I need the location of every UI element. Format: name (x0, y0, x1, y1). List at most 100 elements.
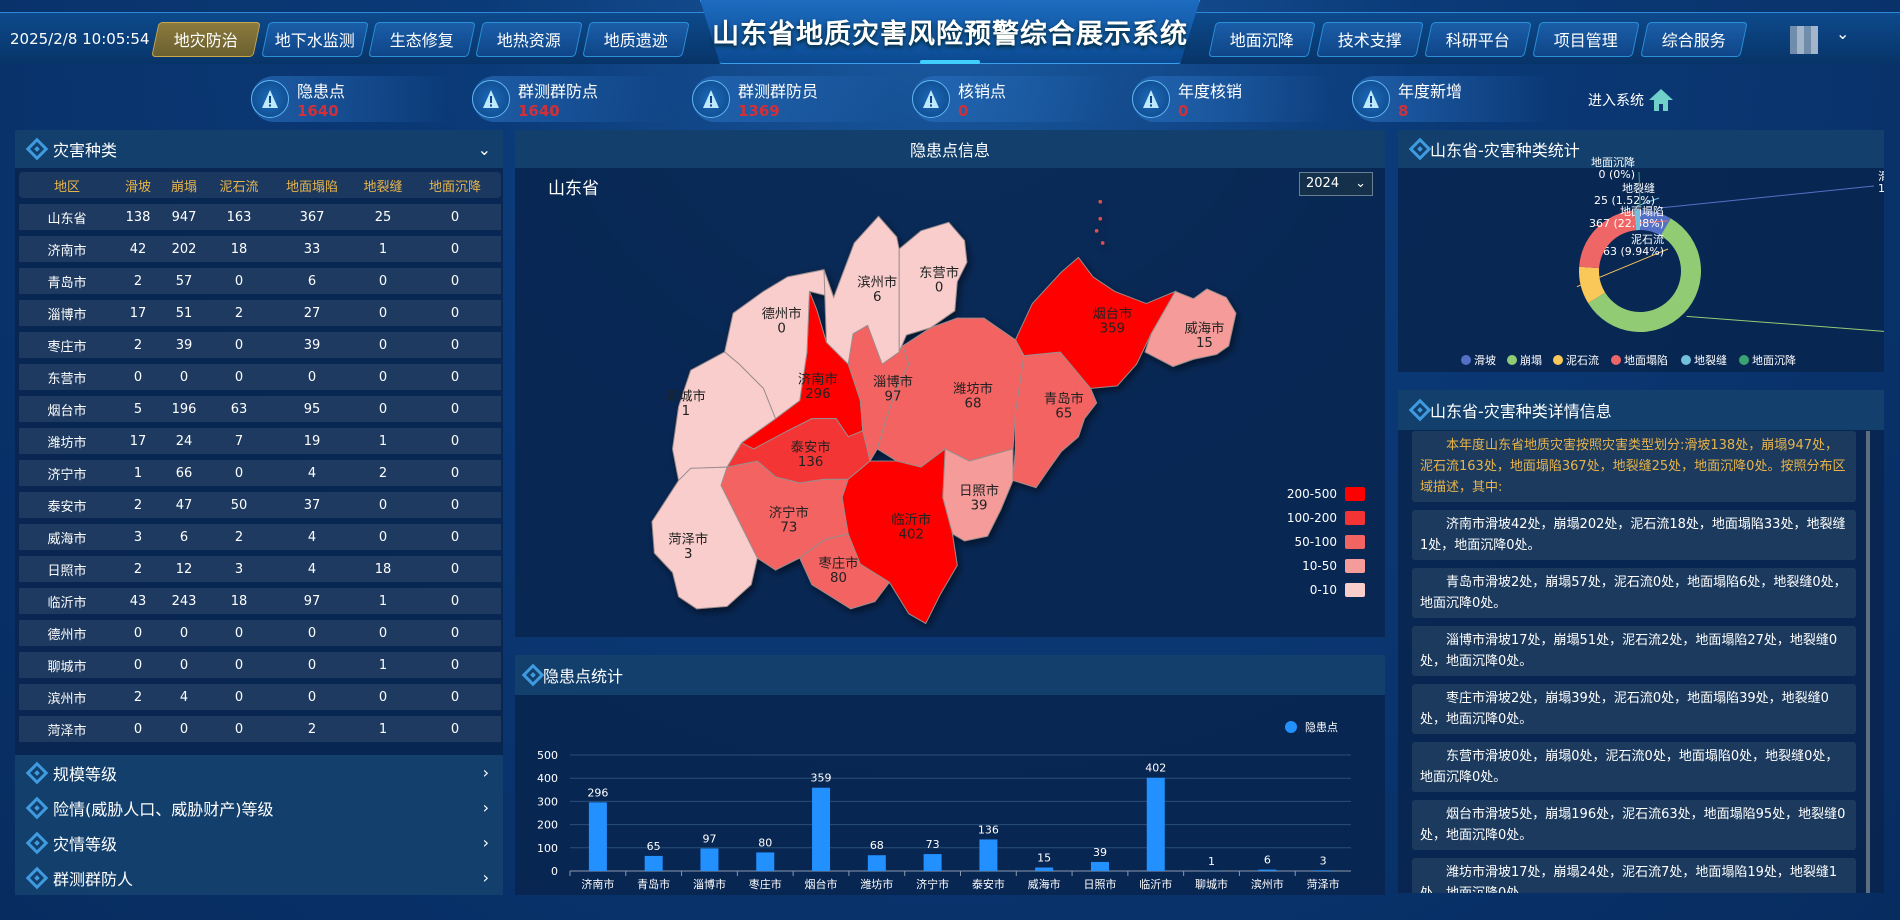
table-row[interactable]: 青岛市 2 57 0 6 0 0 (19, 268, 501, 294)
table-row[interactable]: 潍坊市 17 24 7 19 1 0 (19, 428, 501, 454)
tab-geothermal[interactable]: 地热资源 (475, 22, 583, 57)
bar[interactable] (644, 855, 663, 871)
tab-research[interactable]: 科研平台 (1424, 22, 1532, 57)
scrollbar[interactable] (1866, 431, 1870, 893)
tab-disaster-prevention[interactable]: 地灾防治 (151, 22, 261, 57)
accordion-item[interactable]: 规模等级 › (15, 755, 503, 790)
table-row[interactable]: 聊城市 0 0 0 0 1 0 (19, 652, 501, 678)
user-avatar[interactable] (1790, 26, 1818, 54)
x-tick-label: 枣庄市 (749, 877, 782, 891)
pie-slice[interactable] (1579, 266, 1606, 304)
panel-title: 隐患点信息 (909, 141, 990, 160)
bar[interactable] (979, 839, 998, 871)
legend-marker[interactable] (1611, 355, 1621, 365)
table-row[interactable]: 日照市 2 12 3 4 18 0 (19, 556, 501, 582)
bar[interactable] (1314, 870, 1333, 871)
legend-marker[interactable] (1461, 355, 1471, 365)
table-row[interactable]: 东营市 0 0 0 0 0 0 (19, 364, 501, 390)
pie-chart: 滑坡138 (8.42%)崩塌947 (57.74%)泥石流163 (9.94%… (1461, 155, 1884, 367)
legend-item[interactable]: 10-50 (1287, 554, 1365, 578)
map-region[interactable] (651, 466, 758, 610)
accordion-item[interactable]: 群测群防人 › (15, 860, 503, 895)
year-select[interactable]: 2024 ⌄ (1299, 172, 1373, 196)
legend-label: 地面塌陷 (1624, 353, 1668, 367)
stat-label: 年度新增 (1398, 82, 1463, 101)
bar[interactable] (923, 854, 942, 871)
table-cell: 0 (179, 369, 189, 385)
pie-slice[interactable] (1588, 218, 1701, 332)
table-row[interactable]: 泰安市 2 47 50 37 0 0 (19, 492, 501, 518)
panel-header: 山东省-灾害种类详情信息 (1398, 390, 1884, 430)
enter-system-label: 进入系统 (1588, 93, 1644, 109)
legend-item[interactable]: 0-10 (1287, 578, 1365, 602)
table-cell: 0 (234, 625, 244, 641)
legend-marker[interactable] (1739, 355, 1749, 365)
table-row[interactable]: 烟台市 5 196 63 95 0 0 (19, 396, 501, 422)
tab-subsidence[interactable]: 地面沉降 (1208, 22, 1316, 57)
table-cell: 威海市 (47, 531, 87, 547)
detail-list[interactable]: 本年度山东省地质灾害按照灾害类型划分:滑坡138处，崩塌947处，泥石流163处… (1398, 431, 1868, 893)
bar[interactable] (1035, 867, 1054, 871)
chevron-down-icon[interactable]: ⌄ (477, 139, 491, 159)
pie-slice[interactable] (1640, 210, 1671, 236)
table-row[interactable]: 山东省 138 947 163 367 25 0 (19, 204, 501, 230)
accordion-item[interactable]: 灾情等级 › (15, 825, 503, 860)
table-row[interactable]: 菏泽市 0 0 0 2 1 0 (19, 716, 501, 742)
table-row[interactable]: 滨州市 2 4 0 0 0 0 (19, 684, 501, 710)
tab-label: 地灾防治 (173, 31, 238, 50)
table-cell: 66 (175, 465, 193, 481)
accordion-item[interactable]: 险情(威胁人口、威胁财产)等级 › (15, 790, 503, 825)
bar[interactable] (756, 852, 775, 871)
tab-ecology[interactable]: 生态修复 (368, 22, 476, 57)
table-row[interactable]: 淄博市 17 51 2 27 0 0 (19, 300, 501, 326)
bar[interactable] (1258, 869, 1277, 871)
map-region-label: 山东省 (548, 179, 599, 199)
bar[interactable] (588, 802, 607, 871)
tab-geoheritage[interactable]: 地质遗迹 (582, 22, 690, 57)
pie-leader-line (1576, 248, 1669, 288)
bar[interactable] (812, 787, 831, 871)
bar-value-label: 15 (1037, 852, 1051, 865)
legend-item[interactable]: 50-100 (1287, 530, 1365, 554)
legend-marker[interactable] (1507, 355, 1517, 365)
map-region[interactable] (1144, 288, 1237, 368)
legend-marker[interactable] (1681, 355, 1691, 365)
tab-tech-support[interactable]: 技术支撑 (1316, 22, 1424, 57)
legend-item[interactable]: 200-500 (1287, 482, 1365, 506)
table-cell: 0 (378, 497, 388, 513)
panel-header[interactable]: 灾害种类 ⌄ (15, 130, 503, 168)
pie-slice[interactable] (1634, 210, 1640, 231)
map-region-value: 97 (885, 389, 902, 404)
bar[interactable] (1146, 777, 1165, 871)
pie-slice[interactable] (1579, 210, 1637, 269)
bar[interactable] (700, 848, 719, 871)
table-row[interactable]: 临沂市 43 243 18 97 1 0 (19, 588, 501, 614)
map-region[interactable] (823, 215, 900, 366)
legend-marker[interactable] (1553, 355, 1563, 365)
tab-projects[interactable]: 项目管理 (1532, 22, 1640, 57)
table-cell: 0 (450, 209, 460, 225)
table-cell: 37 (303, 497, 321, 513)
bar-value-label: 97 (702, 832, 716, 845)
legend-item[interactable]: 100-200 (1287, 506, 1365, 530)
chevron-down-icon[interactable]: ⌄ (1836, 24, 1850, 43)
bar[interactable] (1090, 861, 1109, 871)
hazard-map-panel: 隐患点信息 山东省 2024 ⌄ 济南市 296 青岛市 65 淄博市 97 枣庄市 80 东营市… (515, 130, 1385, 637)
table-row[interactable]: 济南市 42 202 18 33 1 0 (19, 236, 501, 262)
enter-system-link[interactable]: 进入系统 (1588, 88, 1674, 112)
bar[interactable] (867, 855, 886, 871)
diamond-icon (25, 866, 49, 889)
table-row[interactable]: 威海市 3 6 2 4 0 0 (19, 524, 501, 550)
map-region[interactable] (672, 351, 777, 482)
map-region-value: 65 (1055, 406, 1072, 421)
table-row[interactable]: 枣庄市 2 39 0 39 0 0 (19, 332, 501, 358)
table-row[interactable]: 济宁市 1 66 0 4 2 0 (19, 460, 501, 486)
bar-value-label: 296 (587, 786, 608, 799)
map-region[interactable] (841, 447, 958, 625)
y-tick-label: 0 (551, 865, 558, 878)
table-cell: 聊城市 (47, 659, 87, 675)
tab-groundwater[interactable]: 地下水监测 (261, 22, 369, 57)
table-row[interactable]: 德州市 0 0 0 0 0 0 (19, 620, 501, 646)
tab-services[interactable]: 综合服务 (1640, 22, 1748, 57)
